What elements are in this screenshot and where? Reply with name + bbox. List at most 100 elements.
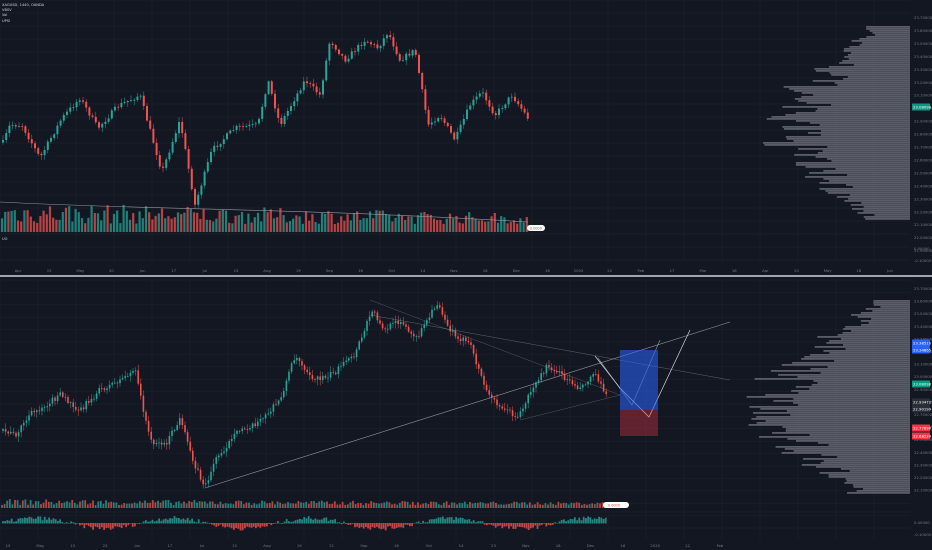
volume-bar: [112, 213, 116, 232]
osc-bar: [98, 523, 101, 529]
date-tick: 22: [685, 543, 690, 548]
price-tick: 23.50000: [914, 41, 932, 46]
osc-bar: [283, 521, 286, 524]
volume-bar: [177, 501, 180, 508]
osc-bar: [336, 522, 339, 524]
volume-bar: [468, 212, 471, 232]
profile-bar: [798, 148, 910, 150]
profile-bar: [847, 492, 910, 494]
candle-body: [129, 372, 132, 377]
osc-bar: [376, 523, 378, 527]
osc-bar: [158, 518, 160, 524]
volume-bar: [541, 504, 544, 508]
volume-bar: [81, 500, 84, 508]
osc-bar: [402, 523, 405, 528]
volume-bar: [222, 504, 224, 508]
profile-bar: [828, 476, 910, 478]
volume-bar: [357, 502, 360, 508]
date-tick: 21: [329, 543, 334, 548]
candle-body: [407, 326, 410, 332]
candle-body: [514, 416, 516, 417]
profile-bar: [851, 314, 910, 316]
candle-body: [327, 377, 329, 379]
candle-body: [389, 35, 392, 38]
volume-bar: [528, 502, 531, 508]
volume-bar: [258, 503, 261, 508]
profile-bar: [843, 50, 910, 52]
date-tick: Jul: [199, 543, 205, 548]
osc-bar: [261, 523, 264, 527]
candle-body: [187, 149, 190, 169]
candle-body: [480, 368, 483, 376]
profile-bar: [789, 88, 910, 90]
candle-body: [158, 155, 161, 167]
candle-body: [373, 44, 376, 46]
osc-bar: [543, 523, 545, 524]
profile-bar: [827, 192, 910, 194]
volume-bar: [476, 502, 479, 508]
osc-bar: [90, 523, 92, 528]
osc-bar: [277, 521, 279, 524]
volume-bar: [336, 504, 339, 508]
candle-body: [36, 410, 38, 413]
legend-indicator-vbsv[interactable]: VBSV: [2, 8, 12, 13]
profile-bar: [866, 36, 910, 38]
volume-bar: [123, 503, 126, 508]
osc-bar: [103, 523, 105, 530]
candle-body: [338, 49, 340, 55]
profile-bar: [873, 304, 910, 306]
osc-bar: [527, 523, 530, 530]
volume-bar: [445, 501, 448, 508]
volume-bar: [349, 220, 352, 232]
candle-body: [574, 384, 576, 386]
candle-body: [116, 382, 119, 384]
candle-body: [341, 54, 344, 56]
volume-bar: [164, 218, 167, 232]
candle-body: [303, 365, 306, 370]
candle-body: [166, 442, 168, 445]
osc-bar: [162, 519, 165, 524]
volume-bar: [16, 220, 20, 232]
volume-bar: [135, 223, 138, 232]
candle-body: [299, 90, 302, 94]
volume-bar: [593, 504, 596, 508]
price-tick: 23.10000: [914, 362, 932, 367]
volume-bar: [40, 504, 42, 508]
bottom-osc-tick-0: 0.00000: [914, 520, 930, 525]
osc-bar: [442, 516, 444, 524]
osc-bar: [206, 522, 209, 524]
candle-body: [69, 107, 72, 112]
candle-body: [245, 126, 248, 127]
volume-bar: [336, 222, 340, 232]
profile-bar: [873, 300, 910, 302]
candle-body: [152, 128, 155, 143]
candle-body: [424, 89, 427, 110]
candle-body: [174, 133, 177, 142]
osc-bar: [213, 523, 215, 526]
osc-bar: [239, 523, 242, 531]
legend-indicator-upsi[interactable]: UPSI: [2, 18, 11, 23]
volume-bar: [144, 500, 146, 508]
volume-bar: [253, 503, 256, 508]
candle-body: [465, 337, 467, 342]
candle-body: [283, 115, 286, 124]
profile-bar: [796, 440, 910, 442]
candle-body: [38, 410, 41, 412]
candle-body: [46, 141, 49, 150]
date-tick: 16: [358, 268, 363, 273]
volume-bar: [580, 504, 583, 508]
candle-body: [219, 144, 222, 147]
profile-bar: [820, 134, 910, 136]
profile-bar: [850, 52, 910, 54]
legend-indicator-vol[interactable]: Vol: [2, 13, 8, 18]
osc-bar: [552, 523, 554, 525]
volume-bar: [525, 217, 528, 232]
legend-symbol[interactable]: XAGUSD, 1440, OANDA: [2, 3, 45, 7]
candle-body: [285, 380, 288, 391]
candle-body: [95, 393, 98, 399]
profile-bar: [839, 62, 910, 64]
candle-body: [56, 395, 59, 401]
candle-body: [511, 410, 514, 417]
volume-bar: [144, 206, 148, 232]
